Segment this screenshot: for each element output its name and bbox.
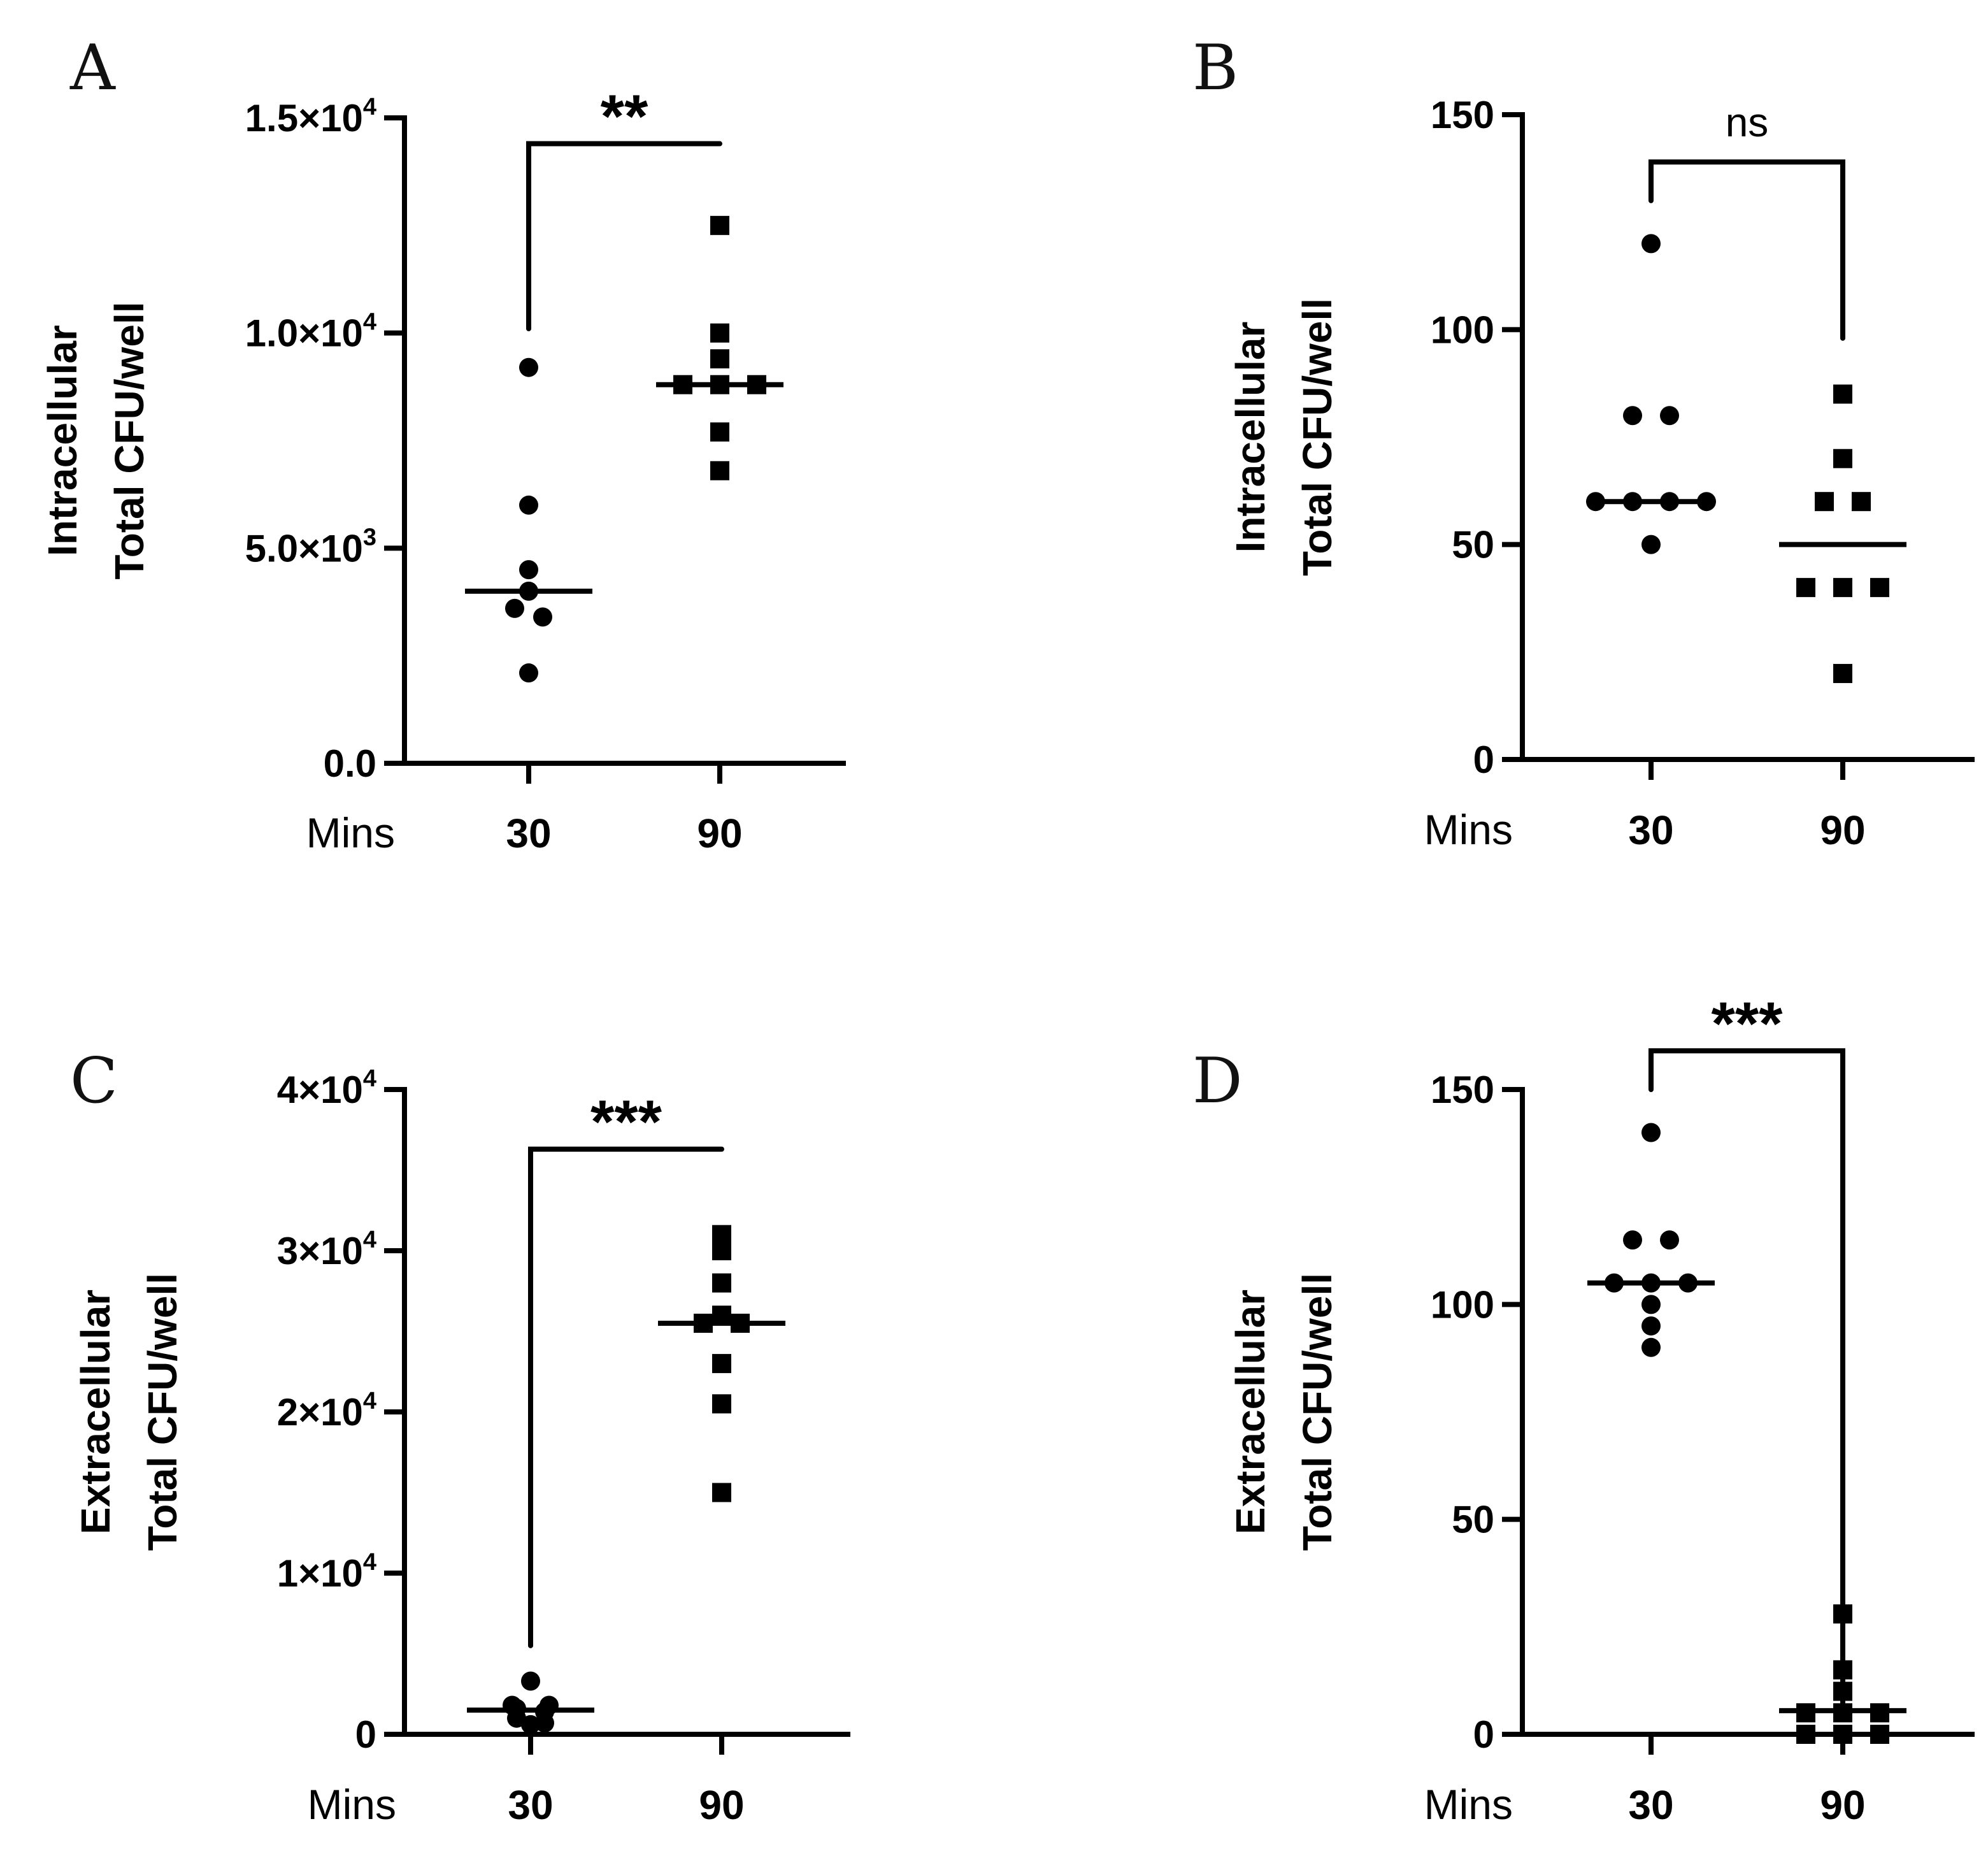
y-tick-label: 1×104: [277, 1549, 376, 1595]
data-point: [1641, 1295, 1661, 1314]
y-tick-label: 50: [1452, 1499, 1494, 1541]
data-point: [521, 1671, 540, 1691]
x-axis-title: Mins: [1424, 806, 1513, 853]
data-point: [1833, 449, 1852, 468]
x-tick-label: 30: [1628, 807, 1673, 853]
y-axis-title-line: Total CFU/well: [139, 1273, 185, 1551]
y-axis-title-line: Extracellular: [1227, 1290, 1273, 1534]
data-point: [1623, 1230, 1642, 1250]
data-point: [521, 1715, 540, 1734]
data-point: [1623, 406, 1642, 426]
y-tick-label: 0.0: [324, 742, 376, 785]
x-tick-label: 30: [506, 810, 551, 856]
y-tick-label: 2×104: [277, 1388, 376, 1434]
significance-label: ns: [1726, 99, 1769, 145]
significance-bracket: [1648, 159, 1845, 341]
data-point: [710, 215, 729, 235]
data-point: [533, 607, 552, 627]
y-axis-title-line: Total CFU/well: [1294, 298, 1340, 576]
y-tick-label: 150: [1431, 94, 1494, 136]
x-tick-label: 90: [699, 1782, 744, 1828]
x-tick-label: 30: [1628, 1782, 1673, 1828]
data-point: [712, 1225, 731, 1244]
data-point: [712, 1354, 731, 1374]
significance-bracket: [526, 141, 722, 331]
data-point: [710, 461, 729, 480]
x-axis-title: Mins: [306, 809, 395, 856]
data-point: [710, 323, 729, 343]
y-tick-label: 150: [1431, 1068, 1494, 1111]
data-point: [1833, 384, 1852, 404]
data-point: [1870, 1725, 1889, 1744]
panel-d: D 0 50 100 150 30 90 Mins Extracellular Total CFU…: [1192, 989, 1975, 1828]
significance-label: **: [601, 83, 648, 151]
y-tick-label: 50: [1452, 524, 1494, 566]
data-point: [505, 598, 524, 618]
y-tick-label: 0: [1473, 738, 1494, 781]
significance-label: ***: [590, 1088, 662, 1156]
data-point: [1870, 578, 1889, 598]
x-tick-label: 90: [697, 810, 742, 856]
data-point: [1852, 492, 1871, 512]
data-point: [1641, 1316, 1661, 1336]
y-axis-title-line: Extracellular: [73, 1290, 118, 1534]
data-point: [712, 1394, 731, 1414]
panel-a: A 0.0 5.0×103 1.0×104 1.5×104 30 90 Mins Intrace…: [39, 32, 846, 856]
y-axis-title-line: Intracellular: [39, 325, 85, 556]
data-point: [1815, 492, 1834, 512]
data-point: [519, 663, 538, 683]
panel-letter: B: [1192, 32, 1238, 104]
data-point: [712, 1483, 731, 1502]
y-tick-label: 0: [1473, 1713, 1494, 1756]
y-tick-label: 100: [1431, 308, 1494, 351]
x-axis-title: Mins: [1424, 1781, 1513, 1828]
panel-letter: D: [1192, 1045, 1243, 1118]
data-point: [1660, 1230, 1679, 1250]
data-point: [519, 560, 538, 580]
data-point: [1796, 578, 1815, 598]
x-tick-label: 30: [508, 1782, 553, 1828]
data-point: [1833, 1725, 1852, 1744]
data-point: [519, 357, 538, 377]
data-point: [535, 1713, 554, 1733]
data-point: [710, 422, 729, 442]
x-tick-label: 90: [1820, 1782, 1865, 1828]
data-point: [1641, 1123, 1661, 1142]
y-tick-label: 4×104: [277, 1065, 376, 1111]
significance-bracket: [528, 1146, 724, 1648]
y-tick-label: 0: [355, 1713, 376, 1756]
panel-letter: A: [69, 32, 116, 104]
panel-c: C 0 1×104 2×104 3×104 4×104 30 90 Mins Extracellu…: [70, 1045, 850, 1828]
y-axis-title-line: Intracellular: [1227, 322, 1273, 553]
y-axis-title-line: Total CFU/well: [1294, 1273, 1340, 1551]
y-tick-label: 5.0×103: [245, 524, 376, 570]
data-point: [1833, 578, 1852, 598]
data-point: [1641, 234, 1661, 254]
y-tick-label: 1.0×104: [245, 309, 376, 355]
y-tick-label: 1.5×104: [245, 94, 376, 140]
panel-b: B 0 50 100 150 30 90 Mins Intracellular Total CFU…: [1192, 32, 1975, 853]
panel-letter: C: [70, 1045, 118, 1118]
data-point: [1833, 664, 1852, 684]
y-tick-label: 100: [1431, 1283, 1494, 1326]
x-tick-label: 90: [1820, 807, 1865, 853]
x-axis-title: Mins: [308, 1781, 396, 1828]
y-axis-title-line: Total CFU/well: [106, 301, 152, 579]
data-point: [1641, 1337, 1661, 1357]
data-point: [710, 349, 729, 369]
data-point: [1641, 535, 1661, 554]
data-point: [712, 1273, 731, 1293]
y-tick-label: 3×104: [277, 1227, 376, 1272]
data-point: [1796, 1725, 1815, 1744]
significance-bracket: [1648, 1048, 1845, 1716]
significance-label: ***: [1711, 989, 1783, 1058]
data-point: [1660, 406, 1679, 426]
data-point: [519, 495, 538, 515]
data-point: [712, 1241, 731, 1260]
